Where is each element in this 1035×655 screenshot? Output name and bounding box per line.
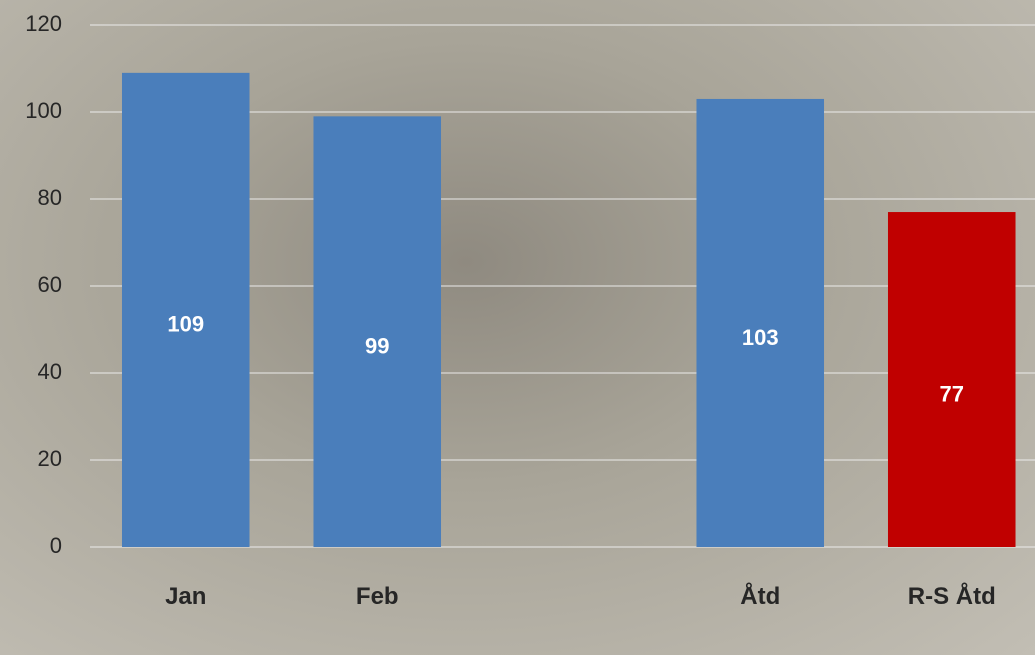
data-label: 109 xyxy=(167,312,204,337)
x-tick-label: Åtd xyxy=(715,582,805,612)
chart: 0 20 40 60 80 100 120 109 99 103 77 xyxy=(0,0,1035,655)
y-tick-label: 60 xyxy=(38,272,62,297)
y-tick-label: 80 xyxy=(38,185,62,210)
y-tick-label: 40 xyxy=(38,359,62,384)
y-tick-label: 0 xyxy=(50,533,62,558)
chart-container: 0 20 40 60 80 100 120 109 99 103 77 Jan Feb Åtd R-S Å… xyxy=(0,0,1035,655)
x-tick-label: Feb xyxy=(332,582,422,612)
x-tick-label: Jan xyxy=(141,582,231,612)
data-label: 77 xyxy=(940,381,964,406)
bar xyxy=(888,212,1016,547)
x-tick-label: R-S Åtd xyxy=(907,582,997,612)
y-tick-label: 20 xyxy=(38,446,62,471)
y-tick-label: 120 xyxy=(25,11,62,36)
bar xyxy=(313,116,441,547)
y-tick-label: 100 xyxy=(25,98,62,123)
bar xyxy=(122,73,250,547)
bar xyxy=(696,99,824,547)
data-label: 99 xyxy=(365,333,389,358)
data-label: 103 xyxy=(742,325,779,350)
